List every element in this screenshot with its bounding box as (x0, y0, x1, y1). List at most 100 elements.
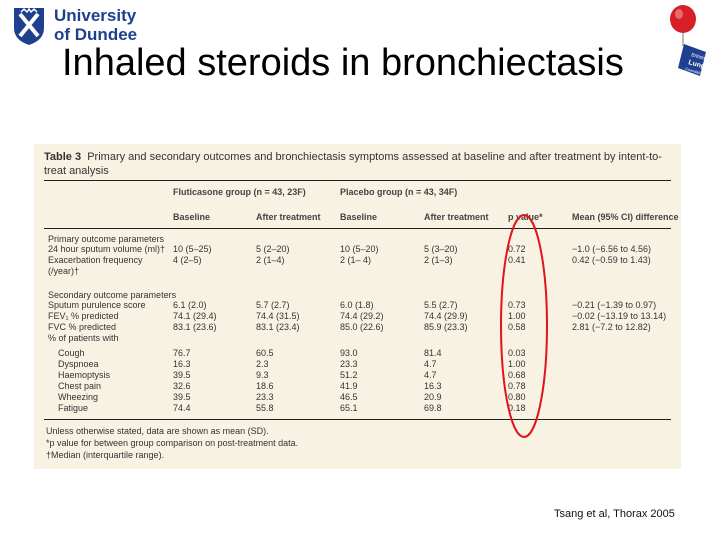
blf-label-3: Foundation (685, 66, 706, 76)
table-rule-bottom (44, 419, 671, 420)
row-cell: 5 (2–20) (256, 244, 290, 254)
row-p-value: 0.03 (508, 348, 526, 358)
row-difference: 0.42 (−0.59 to 1.43) (572, 255, 651, 265)
row-label: 24 hour sputum volume (ml)† (48, 244, 166, 254)
row-p-value: 1.00 (508, 311, 526, 321)
row-cell: 5.5 (2.7) (424, 300, 458, 310)
col-header-fluticasone-after: After treatment (256, 212, 321, 222)
row-subheading: % of patients with (48, 333, 119, 343)
row-cell: 5.7 (2.7) (256, 300, 290, 310)
row-cell: 6.0 (1.8) (340, 300, 374, 310)
table-rule-header (44, 228, 671, 229)
row-label: Dyspnoea (58, 359, 99, 369)
col-header-placebo-after: After treatment (424, 212, 489, 222)
row-cell: 83.1 (23.4) (256, 322, 300, 332)
slide-title: Inhaled steroids in bronchiectasis (62, 42, 624, 84)
row-cell: 46.5 (340, 392, 358, 402)
row-cell: 4 (2–5) (173, 255, 202, 265)
row-cell: 2 (1–3) (424, 255, 453, 265)
row-p-value: 0.80 (508, 392, 526, 402)
row-label-continued: (/year)† (48, 266, 80, 276)
section-secondary: Secondary outcome parameters (48, 290, 177, 300)
row-cell: 76.7 (173, 348, 191, 358)
row-p-value: 0.68 (508, 370, 526, 380)
group-header-placebo: Placebo group (n = 43, 34F) (340, 187, 458, 197)
row-cell: 81.4 (424, 348, 442, 358)
row-cell: 2 (1– 4) (340, 255, 372, 265)
row-cell: 65.1 (340, 403, 358, 413)
row-label: Sputum purulence score (48, 300, 146, 310)
row-cell: 74.4 (29.2) (340, 311, 384, 321)
row-p-value: 0.58 (508, 322, 526, 332)
table-caption-label: Table 3 (44, 151, 82, 163)
university-logo: University of Dundee (12, 6, 152, 50)
row-cell: 69.8 (424, 403, 442, 413)
university-name-line1: University (54, 6, 137, 25)
row-cell: 10 (5–20) (340, 244, 379, 254)
row-p-value: 0.41 (508, 255, 526, 265)
table-footnote: Unless otherwise stated, data are shown … (46, 426, 269, 436)
group-header-fluticasone: Fluticasone group (n = 43, 23F) (173, 187, 306, 197)
row-cell: 74.4 (31.5) (256, 311, 300, 321)
row-cell: 74.4 (29.9) (424, 311, 468, 321)
col-header-mean-difference: Mean (95% CI) difference (572, 212, 679, 222)
row-cell: 39.5 (173, 370, 191, 380)
col-header-fluticasone-baseline: Baseline (173, 212, 211, 222)
row-cell: 60.5 (256, 348, 274, 358)
row-cell: 41.9 (340, 381, 358, 391)
row-cell: 23.3 (256, 392, 274, 402)
table-caption-text: Primary and secondary outcomes and bronc… (44, 151, 662, 177)
row-cell: 39.5 (173, 392, 191, 402)
table-rule-top (44, 180, 671, 181)
row-difference: −0.02 (−13.19 to 13.14) (572, 311, 667, 321)
row-p-value: 1.00 (508, 359, 526, 369)
row-label: FEV₁ % predicted (48, 311, 119, 321)
row-cell: 9.3 (256, 370, 269, 380)
row-cell: 18.6 (256, 381, 274, 391)
row-cell: 85.9 (23.3) (424, 322, 468, 332)
row-cell: 85.0 (22.6) (340, 322, 384, 332)
blf-label-1: British (690, 52, 705, 62)
university-name: University of Dundee (54, 6, 137, 44)
row-difference: −0.21 (−1.39 to 0.97) (572, 300, 657, 310)
results-table: Table 3 Primary and secondary outcomes a… (34, 144, 681, 469)
university-crest-icon (14, 7, 44, 45)
table-caption: Table 3 Primary and secondary outcomes a… (44, 150, 669, 178)
row-cell: 10 (5–25) (173, 244, 212, 254)
row-label: Cough (58, 348, 85, 358)
row-cell: 4.7 (424, 359, 437, 369)
row-label: Chest pain (58, 381, 102, 391)
row-cell: 16.3 (173, 359, 191, 369)
row-difference: −1.0 (−6.56 to 4.56) (572, 244, 652, 254)
p-value-highlight-ellipse (500, 214, 548, 438)
row-cell: 16.3 (424, 381, 442, 391)
row-cell: 55.8 (256, 403, 274, 413)
row-cell: 6.1 (2.0) (173, 300, 207, 310)
row-cell: 4.7 (424, 370, 437, 380)
row-label: Haemoptysis (58, 370, 111, 380)
row-cell: 2.3 (256, 359, 269, 369)
row-label: FVC % predicted (48, 322, 117, 332)
row-cell: 74.1 (29.4) (173, 311, 217, 321)
blf-label-2: Lung (687, 59, 705, 70)
row-cell: 32.6 (173, 381, 191, 391)
row-p-value: 0.18 (508, 403, 526, 413)
row-label: Wheezing (58, 392, 99, 402)
british-lung-foundation-logo: British Lung Foundation (670, 5, 706, 76)
row-label: Exacerbation frequency (48, 255, 143, 265)
row-label: Fatigue (58, 403, 89, 413)
row-p-value: 0.73 (508, 300, 526, 310)
row-p-value: 0.78 (508, 381, 526, 391)
university-name-line2: of Dundee (54, 25, 138, 44)
row-cell: 5 (3–20) (424, 244, 458, 254)
row-cell: 51.2 (340, 370, 358, 380)
citation: Tsang et al, Thorax 2005 (554, 508, 675, 520)
row-cell: 20.9 (424, 392, 442, 402)
row-difference: 2.81 (−7.2 to 12.82) (572, 322, 651, 332)
row-cell: 23.3 (340, 359, 358, 369)
section-primary: Primary outcome parameters (48, 234, 165, 244)
col-header-p-value: p value* (508, 212, 543, 222)
row-cell: 93.0 (340, 348, 358, 358)
row-cell: 2 (1–4) (256, 255, 285, 265)
table-footnote: *p value for between group comparison on… (46, 438, 299, 448)
